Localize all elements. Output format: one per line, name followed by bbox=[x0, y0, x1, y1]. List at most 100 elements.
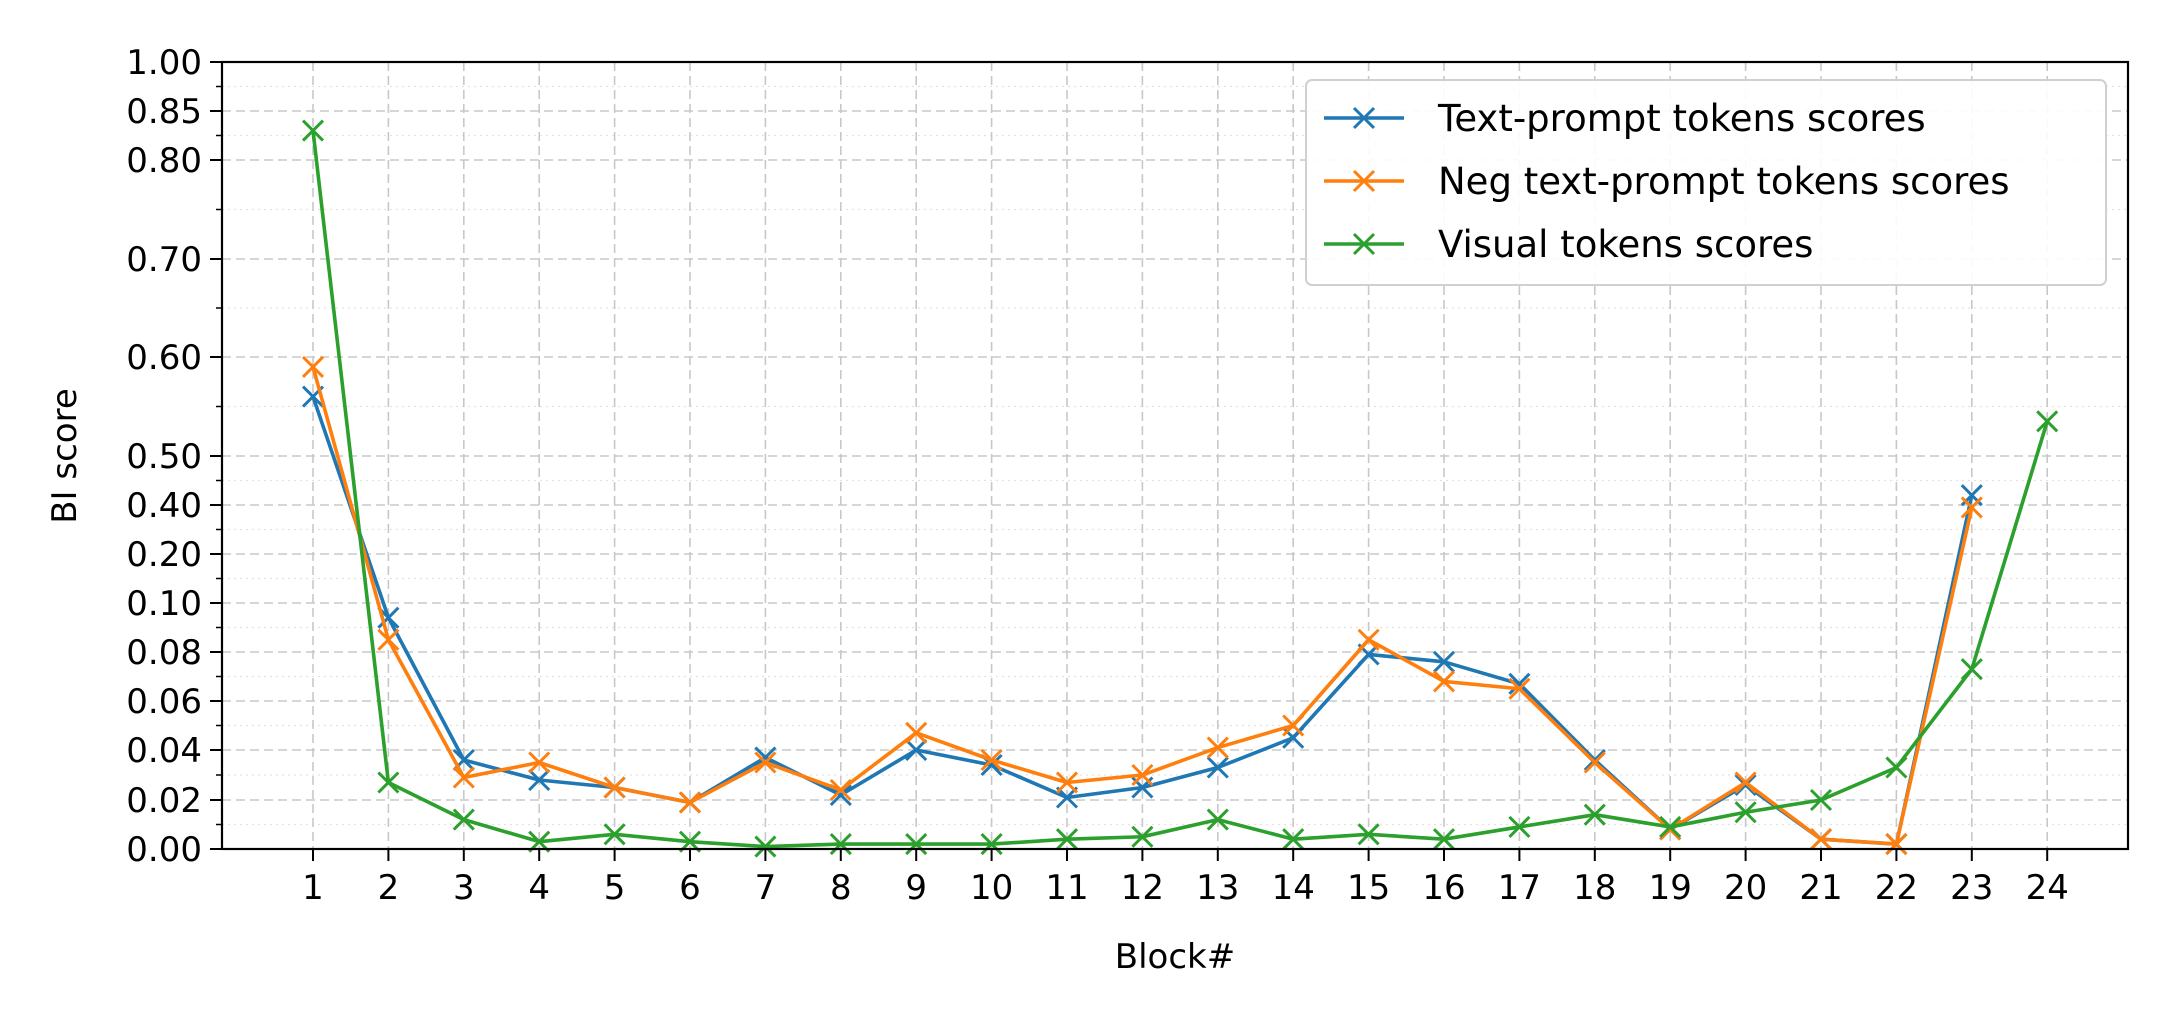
y-tick-label: 0.60 bbox=[126, 338, 202, 378]
y-tick-label: 0.02 bbox=[126, 781, 202, 821]
legend-label: Visual tokens scores bbox=[1438, 223, 1813, 266]
y-tick-label: 0.00 bbox=[126, 830, 202, 870]
series-layer bbox=[301, 119, 2059, 858]
data-point bbox=[1734, 801, 1757, 824]
y-tick-label: 0.06 bbox=[126, 682, 202, 722]
series-3 bbox=[301, 119, 2059, 858]
x-tick-label: 21 bbox=[1799, 868, 1842, 908]
data-point bbox=[1282, 828, 1305, 851]
data-point bbox=[905, 721, 928, 744]
data-point bbox=[1432, 828, 1456, 851]
data-point bbox=[980, 748, 1003, 772]
x-tick-label: 22 bbox=[1875, 868, 1918, 908]
data-point bbox=[1206, 756, 1229, 779]
x-tick-label: 16 bbox=[1422, 868, 1465, 908]
data-point bbox=[905, 738, 928, 762]
data-point bbox=[1055, 828, 1079, 851]
legend-label: Neg text-prompt tokens scores bbox=[1438, 160, 2010, 203]
data-point bbox=[1432, 670, 1456, 693]
data-point bbox=[754, 835, 777, 858]
x-tick-label: 13 bbox=[1196, 868, 1239, 908]
data-point bbox=[1055, 771, 1079, 794]
data-point bbox=[754, 751, 777, 774]
x-tick-label: 9 bbox=[905, 868, 927, 908]
y-tick-label: 0.10 bbox=[126, 584, 202, 624]
data-point bbox=[1508, 815, 1531, 839]
data-point bbox=[603, 823, 626, 846]
x-tick-label: 11 bbox=[1045, 868, 1088, 908]
data-point bbox=[1352, 232, 1376, 256]
data-point bbox=[1583, 803, 1606, 826]
data-point bbox=[377, 771, 400, 794]
data-point bbox=[1659, 818, 1682, 841]
data-point bbox=[603, 776, 626, 799]
data-point bbox=[905, 833, 928, 856]
series-2 bbox=[301, 355, 1983, 856]
data-point bbox=[1960, 496, 1983, 519]
data-point bbox=[452, 808, 475, 831]
y-tick-label: 0.20 bbox=[126, 535, 202, 575]
data-point bbox=[829, 778, 852, 802]
legend-label: Text-prompt tokens scores bbox=[1437, 97, 1926, 140]
x-tick-label: 4 bbox=[528, 868, 550, 908]
x-tick-label: 18 bbox=[1573, 868, 1616, 908]
data-point bbox=[1131, 825, 1154, 848]
data-point bbox=[1885, 833, 1908, 856]
x-axis-label: Block# bbox=[1115, 937, 1235, 977]
series-line bbox=[311, 366, 1974, 846]
data-point bbox=[1809, 788, 1833, 812]
x-tick-label: 2 bbox=[378, 868, 400, 908]
x-tick-label: 8 bbox=[830, 868, 852, 908]
x-tick-label: 12 bbox=[1121, 868, 1164, 908]
legend-item: Neg text-prompt tokens scores bbox=[1324, 160, 2010, 203]
data-point bbox=[1206, 736, 1229, 759]
data-point bbox=[1508, 672, 1531, 695]
x-tick-label: 17 bbox=[1498, 868, 1541, 908]
data-point bbox=[1282, 714, 1305, 737]
y-tick-label: 0.85 bbox=[126, 92, 202, 132]
x-tick-label: 20 bbox=[1724, 868, 1767, 908]
x-tick-label: 23 bbox=[1950, 868, 1993, 908]
x-tick-label: 15 bbox=[1347, 868, 1390, 908]
legend-item: Visual tokens scores bbox=[1324, 223, 1813, 266]
y-tick-label: 0.40 bbox=[126, 486, 202, 526]
y-tick-label: 0.80 bbox=[126, 141, 202, 181]
legend-box bbox=[1305, 79, 2107, 286]
data-point bbox=[1960, 658, 1983, 681]
data-point bbox=[1131, 763, 1154, 787]
data-point bbox=[301, 355, 325, 378]
data-point bbox=[528, 751, 551, 774]
y-axis: 0.00 0.02 0.04 0.06 0.08 0.10 0.20 0.40 0.50 0.60… bbox=[126, 43, 222, 870]
x-tick-label: 1 bbox=[302, 868, 324, 908]
data-point bbox=[1352, 169, 1376, 193]
series-line bbox=[311, 130, 2049, 849]
x-tick-label: 24 bbox=[2026, 868, 2069, 908]
data-point bbox=[1734, 771, 1757, 794]
x-tick-label: 5 bbox=[604, 868, 626, 908]
x-axis: 1 2 3 4 5 6 7 8 9 10 11 12 13 14 15 16 17 18 19 20 21 22 23 24 bbox=[302, 849, 2069, 908]
data-point bbox=[1583, 751, 1606, 774]
data-point bbox=[452, 766, 475, 789]
legend-item: Text-prompt tokens scores bbox=[1324, 97, 1926, 140]
x-tick-label: 10 bbox=[970, 868, 1013, 908]
data-point bbox=[1885, 756, 1908, 779]
data-point bbox=[980, 833, 1003, 856]
x-tick-label: 14 bbox=[1272, 868, 1315, 908]
data-point bbox=[301, 119, 325, 142]
y-tick-label: 0.04 bbox=[126, 731, 202, 771]
data-point bbox=[1659, 815, 1682, 839]
data-point bbox=[829, 833, 852, 856]
x-tick-label: 7 bbox=[755, 868, 777, 908]
data-point bbox=[1206, 808, 1229, 831]
legend: Text-prompt tokens scores Neg text-prompt… bbox=[1305, 79, 2107, 286]
data-point bbox=[377, 628, 400, 651]
data-point bbox=[678, 791, 702, 814]
data-point bbox=[1508, 677, 1531, 700]
data-point bbox=[1352, 106, 1376, 130]
data-point bbox=[1432, 650, 1456, 673]
x-tick-label: 3 bbox=[453, 868, 475, 908]
x-tick-label: 19 bbox=[1649, 868, 1692, 908]
y-axis-label: BI score bbox=[45, 388, 85, 524]
